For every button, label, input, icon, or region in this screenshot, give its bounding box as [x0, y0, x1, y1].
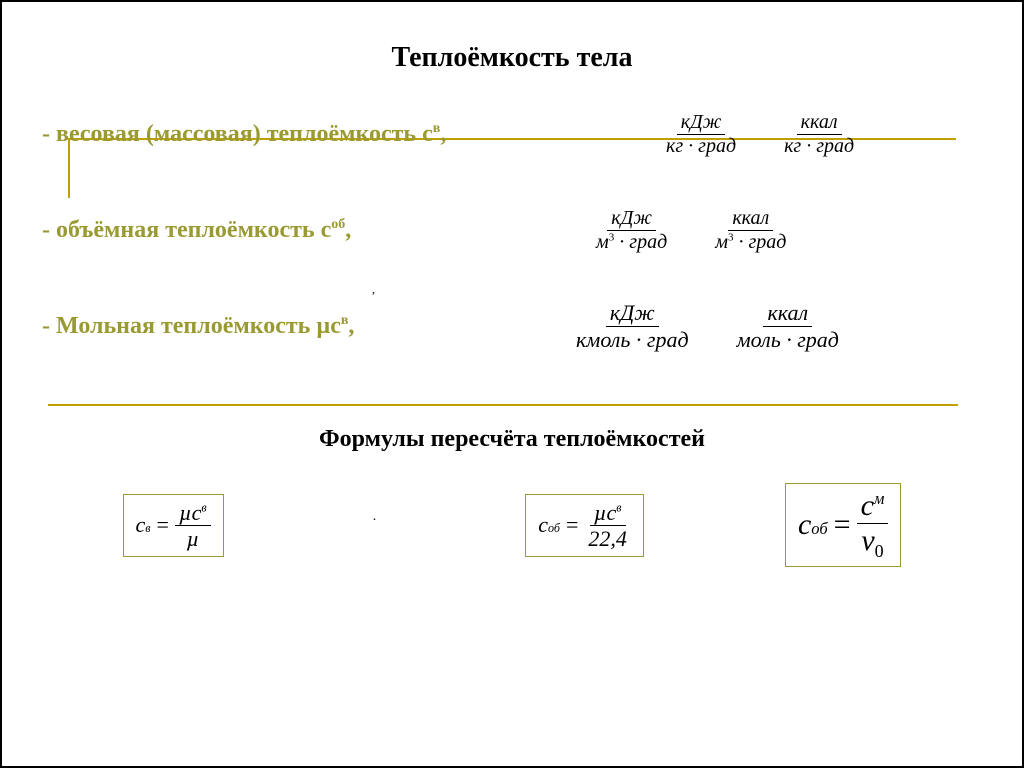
heat-capacity-row: - весовая (массовая) теплоёмкость св, кД… — [42, 104, 982, 164]
page-title: Теплоёмкость тела — [42, 42, 982, 74]
unit-fraction: кДж кг · град — [662, 112, 740, 157]
formula-fraction: µcв µ — [175, 501, 211, 550]
formula-box: cоб = cм ν0 — [785, 483, 901, 567]
formulas-row: cв = µcв µ . cоб = µcв 22,4 cоб — [42, 483, 982, 567]
stray-dot: . — [373, 509, 377, 525]
unit-fraction: кДж кмоль · град — [572, 301, 693, 350]
formulas-subtitle: Формулы пересчёта теплоёмкостей — [42, 426, 982, 453]
heat-capacity-row: , - Мольная теплоёмкость µсв, кДж кмоль … — [42, 296, 982, 356]
unit-fraction: ккал м3 · град — [711, 208, 790, 253]
stray-comma: , — [372, 282, 375, 297]
heat-capacity-row: - объёмная теплоёмкость соб, кДж м3 · гр… — [42, 200, 982, 260]
molar-heat-capacity-label: - Мольная теплоёмкость µсв, — [42, 313, 354, 340]
unit-fraction: ккал моль · град — [733, 301, 843, 350]
formula-fraction: cм ν0 — [857, 490, 889, 560]
unit-fraction: кДж м3 · град — [592, 208, 671, 253]
rule-bottom — [48, 404, 958, 406]
formula-box: cв = µcв µ — [123, 494, 224, 557]
volume-heat-capacity-label: - объёмная теплоёмкость соб, — [42, 217, 351, 244]
unit-fraction: ккал кг · град — [780, 112, 858, 157]
formula-fraction: µcв 22,4 — [584, 501, 631, 550]
mass-heat-capacity-label: - весовая (массовая) теплоёмкость св, — [42, 121, 446, 148]
molar-units: кДж кмоль · град ккал моль · град — [572, 301, 843, 350]
mass-units: кДж кг · град ккал кг · град — [662, 112, 858, 157]
volume-units: кДж м3 · град ккал м3 · град — [592, 208, 790, 253]
slide-page: Теплоёмкость тела - весовая (массовая) т… — [0, 0, 1024, 768]
formula-box: cоб = µcв 22,4 — [525, 494, 644, 557]
